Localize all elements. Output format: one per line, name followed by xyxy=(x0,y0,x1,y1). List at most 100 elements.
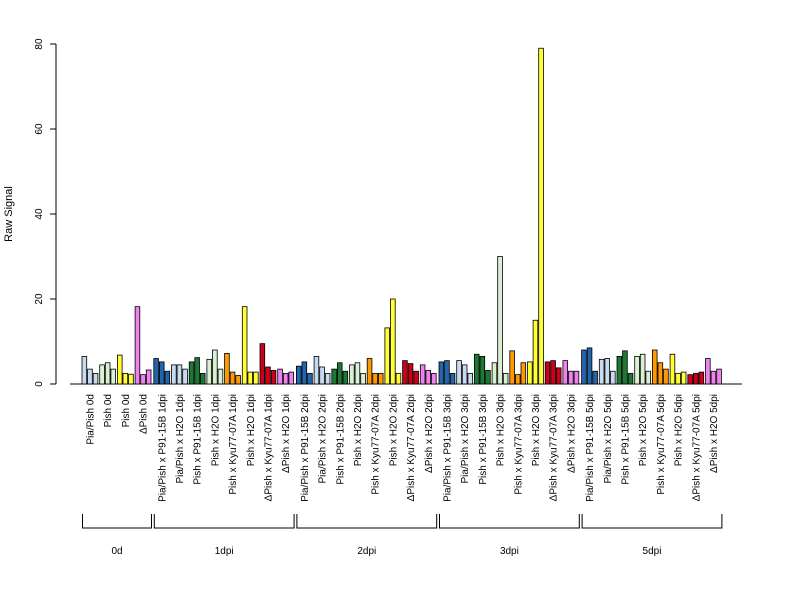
bar xyxy=(449,372,456,385)
x-tick-label: Pish x H2O 3dpi xyxy=(531,394,542,466)
bar xyxy=(639,353,646,385)
x-tick-label: Pish x P91-15B 5dpi xyxy=(620,394,631,485)
bar xyxy=(520,362,527,385)
bar xyxy=(270,369,277,385)
bar xyxy=(698,371,705,385)
bar xyxy=(467,372,473,385)
bar xyxy=(282,372,289,385)
x-tick-label: Pish x H2O 5dpi xyxy=(674,394,685,466)
bar xyxy=(461,364,468,385)
bar xyxy=(153,358,159,385)
bar xyxy=(277,368,283,385)
bars xyxy=(81,47,722,385)
bar xyxy=(199,372,206,385)
bar xyxy=(550,360,556,385)
bar xyxy=(241,306,248,385)
group-bracket xyxy=(296,514,438,529)
bar xyxy=(634,355,640,385)
bar xyxy=(158,361,165,385)
bar xyxy=(206,358,212,385)
bar xyxy=(164,370,171,385)
x-tick-label: Pia/Pish 0d xyxy=(85,394,96,445)
bar xyxy=(247,371,253,385)
x-tick-label: Pish x H2O 2dpi xyxy=(353,394,364,466)
group-label: 3dpi xyxy=(500,546,519,557)
x-tick-label: ΔPish x H2O 3dpi xyxy=(566,394,577,473)
bar xyxy=(384,327,390,385)
y-tick-label: 60 xyxy=(34,123,45,135)
x-tick-label: Pia/Pish x H2O 5dpi xyxy=(603,394,614,484)
bar xyxy=(675,372,681,385)
bar xyxy=(604,358,611,385)
bar xyxy=(295,365,302,385)
bar xyxy=(354,362,361,385)
bar xyxy=(509,350,515,385)
bar xyxy=(117,354,123,385)
bar xyxy=(610,370,616,385)
bar xyxy=(627,372,634,385)
bar xyxy=(515,374,521,385)
bar xyxy=(645,370,652,385)
bar xyxy=(491,362,498,385)
group-bracket xyxy=(153,514,295,529)
x-tick-label: Pish x H2O 2dpi xyxy=(388,394,399,466)
x-tick-label: ΔPish x Kyu77-07A 2dpi xyxy=(406,394,417,501)
bar xyxy=(145,369,152,385)
y-tick-label: 0 xyxy=(34,381,45,387)
bar xyxy=(194,357,200,385)
x-tick-label: Pish x H2O 1dpi xyxy=(246,394,257,466)
x-tick-label: Pish x H2O 1dpi xyxy=(210,394,221,466)
x-tick-label: Pia/Pish x P91-15B 2dpi xyxy=(300,394,311,502)
bar xyxy=(532,319,539,385)
bar xyxy=(663,368,669,385)
bar xyxy=(331,368,337,385)
bar xyxy=(710,370,717,385)
bar xyxy=(419,364,426,385)
bar xyxy=(657,362,664,385)
bar xyxy=(122,372,129,385)
y-tick-label: 40 xyxy=(34,208,45,220)
bar xyxy=(592,370,598,385)
group-brackets: 0d 1dpi 2dpi 3dpi 5dpi xyxy=(82,514,723,557)
bar xyxy=(573,370,580,385)
group-label: 0d xyxy=(111,546,122,557)
x-tick-label: ΔPish 0d xyxy=(139,394,150,434)
bar xyxy=(360,372,366,385)
bar xyxy=(288,371,294,385)
bar xyxy=(705,358,711,385)
bar xyxy=(402,360,408,385)
y-axis: 0 20 40 60 80 xyxy=(34,38,57,387)
x-tick-label: ΔPish x H2O 2dpi xyxy=(424,394,435,473)
bar xyxy=(556,367,562,385)
x-tick-label: ΔPish x Kyu77-07A 5dpi xyxy=(691,394,702,501)
x-tick-label: Pish x Kyu77-07A 1dpi xyxy=(228,394,239,495)
bar xyxy=(110,368,117,385)
bar xyxy=(104,362,111,385)
group-label: 5dpi xyxy=(643,546,662,557)
bar xyxy=(377,372,384,385)
bar xyxy=(182,368,188,385)
bar xyxy=(301,361,308,385)
x-tick-label: Pish 0d xyxy=(103,394,114,427)
x-tick-label: Pish x Kyu77-07A 2dpi xyxy=(371,394,382,495)
bar xyxy=(265,366,271,385)
x-tick-label: Pish x P91-15B 3dpi xyxy=(478,394,489,485)
group-label: 2dpi xyxy=(357,546,376,557)
bar xyxy=(598,358,605,385)
bar xyxy=(342,370,349,385)
x-tick-label: ΔPish x Kyu77-07A 1dpi xyxy=(263,394,274,501)
bar xyxy=(616,355,623,385)
x-tick-label: Pia/Pish x H2O 3dpi xyxy=(460,394,471,484)
bar xyxy=(413,370,419,385)
bar xyxy=(497,256,503,385)
x-tick-label: ΔPish x Kyu77-07A 3dpi xyxy=(549,394,560,501)
bar xyxy=(324,372,331,385)
bar xyxy=(502,372,509,385)
bar xyxy=(253,371,259,385)
bar xyxy=(366,358,373,385)
bar xyxy=(81,355,88,385)
bar xyxy=(307,372,313,385)
bar xyxy=(188,361,195,385)
y-axis-label: Raw Signal xyxy=(3,186,15,242)
